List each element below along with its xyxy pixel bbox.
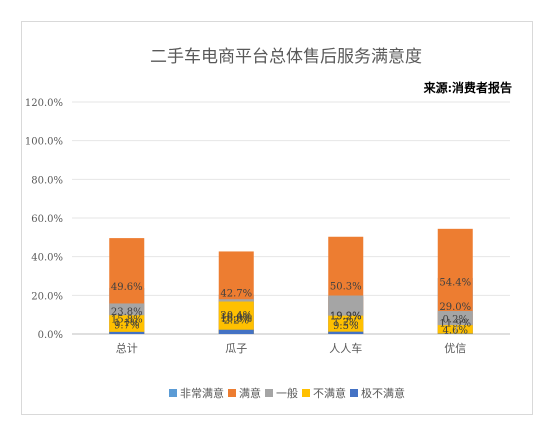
data-label: 16.8% <box>220 314 252 325</box>
leader-line <box>454 325 458 333</box>
legend-swatch <box>302 389 310 397</box>
data-label: 18.0% <box>220 313 252 324</box>
legend-swatch <box>265 389 273 397</box>
y-tick-label: 20.0% <box>31 291 63 302</box>
gridlines <box>72 101 510 335</box>
legend-label: 满意 <box>239 386 261 400</box>
y-tick-label: 60.0% <box>31 214 63 225</box>
x-category-label: 瓜子 <box>225 342 247 355</box>
data-label: 19.9% <box>330 311 362 322</box>
data-label: 20.4% <box>220 310 252 321</box>
legend-label: 一般 <box>276 387 298 400</box>
bar-segment-4 <box>328 315 364 334</box>
bar-segment-4 <box>437 325 473 334</box>
legend-swatch <box>169 389 177 397</box>
bar-segment-5 <box>109 331 145 334</box>
bar-segment-4 <box>218 301 254 334</box>
bar-segment-5 <box>218 329 254 334</box>
data-label: 42.7% <box>220 289 252 300</box>
x-axis: 总计 瓜子 人人车 优信 <box>116 341 467 355</box>
legend: 非常满意 满意 一般 不满意 极不满意 <box>169 386 405 400</box>
data-label: 50.3% <box>330 281 362 292</box>
data-label: 15.8% <box>111 315 143 326</box>
x-category-label: 优信 <box>444 342 466 355</box>
data-label: 1.2% <box>333 318 358 329</box>
y-tick-label: 120.0% <box>25 98 63 109</box>
data-label: 29.0% <box>439 302 471 313</box>
source-note: 来源:消费者报告 <box>423 80 512 95</box>
y-tick-label: 0.0% <box>38 330 63 341</box>
chart-title: 二手车电商平台总体售后服务满意度 <box>150 47 422 67</box>
data-label: 9.7% <box>114 321 139 332</box>
y-tick-label: 40.0% <box>31 253 63 264</box>
legend-label: 极不满意 <box>361 386 405 400</box>
y-axis: 0.0% 20.0% 40.0% 60.0% 80.0% 100.0% 120.0% <box>25 98 63 341</box>
bar-segment-5 <box>328 331 364 334</box>
y-tick-label: 80.0% <box>31 175 63 186</box>
x-category-label: 人人车 <box>329 341 362 355</box>
data-label: 19.2% <box>330 311 362 322</box>
data-label: 0.2% <box>443 315 468 326</box>
bars <box>109 228 473 334</box>
legend-swatch <box>228 389 236 397</box>
legend-label: 不满意 <box>313 386 346 400</box>
data-label: 54.4% <box>439 277 471 288</box>
legend-swatch <box>350 389 358 397</box>
data-label: 49.6% <box>111 282 143 293</box>
data-label: 1.1% <box>114 318 139 329</box>
legend-label: 非常满意 <box>180 386 224 400</box>
data-label: 11.9% <box>439 318 471 329</box>
x-category-label: 总计 <box>116 341 138 355</box>
bar-segment-4 <box>109 315 145 334</box>
y-tick-label: 100.0% <box>25 137 63 148</box>
data-label: 2.2% <box>224 316 249 327</box>
data-labels: 23.8% 49.6% 15.8%9.7%1.1% 20.4% 42.7% 18.0%16… <box>111 277 471 336</box>
data-label: 23.8% <box>111 307 143 318</box>
data-label: 9.5% <box>333 321 358 332</box>
